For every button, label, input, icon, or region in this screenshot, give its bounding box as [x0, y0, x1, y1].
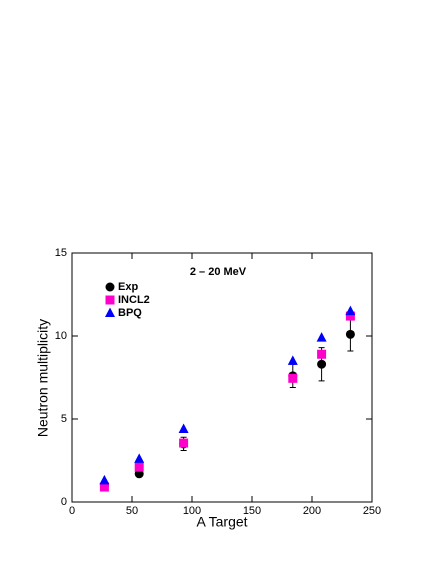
x-tick-label: 250	[363, 505, 381, 517]
point	[99, 474, 110, 485]
y-tick-label: 10	[55, 330, 67, 342]
point	[134, 453, 145, 463]
x-tick-label: 0	[69, 505, 75, 517]
point	[99, 482, 109, 492]
point	[316, 332, 327, 342]
annotation: 2 – 20 MeV	[190, 266, 247, 278]
point	[345, 329, 355, 339]
legend-label: INCL2	[118, 294, 150, 306]
legend-marker	[105, 282, 115, 292]
y-tick-label: 5	[61, 413, 67, 425]
x-tick-label: 200	[303, 505, 321, 517]
y-axis-label: Neutron multiplicity	[35, 319, 51, 437]
x-tick-label: 50	[126, 505, 138, 517]
y-tick-label: 0	[61, 496, 67, 508]
legend-marker	[105, 295, 115, 305]
x-tick-label: 100	[183, 505, 201, 517]
legend-label: Exp	[118, 281, 138, 293]
point	[345, 311, 355, 321]
point	[178, 423, 189, 433]
x-tick-label: 150	[243, 505, 261, 517]
point	[317, 349, 327, 359]
x-axis-label: A Target	[196, 514, 247, 530]
point	[345, 305, 356, 316]
point	[287, 355, 298, 365]
point	[134, 462, 144, 472]
plot-frame	[71, 252, 373, 503]
point	[288, 373, 298, 383]
y-tick-label: 15	[55, 247, 67, 259]
point	[179, 438, 189, 448]
legend-marker	[105, 307, 115, 317]
point	[317, 359, 327, 369]
legend-label: BPQ	[118, 307, 142, 319]
